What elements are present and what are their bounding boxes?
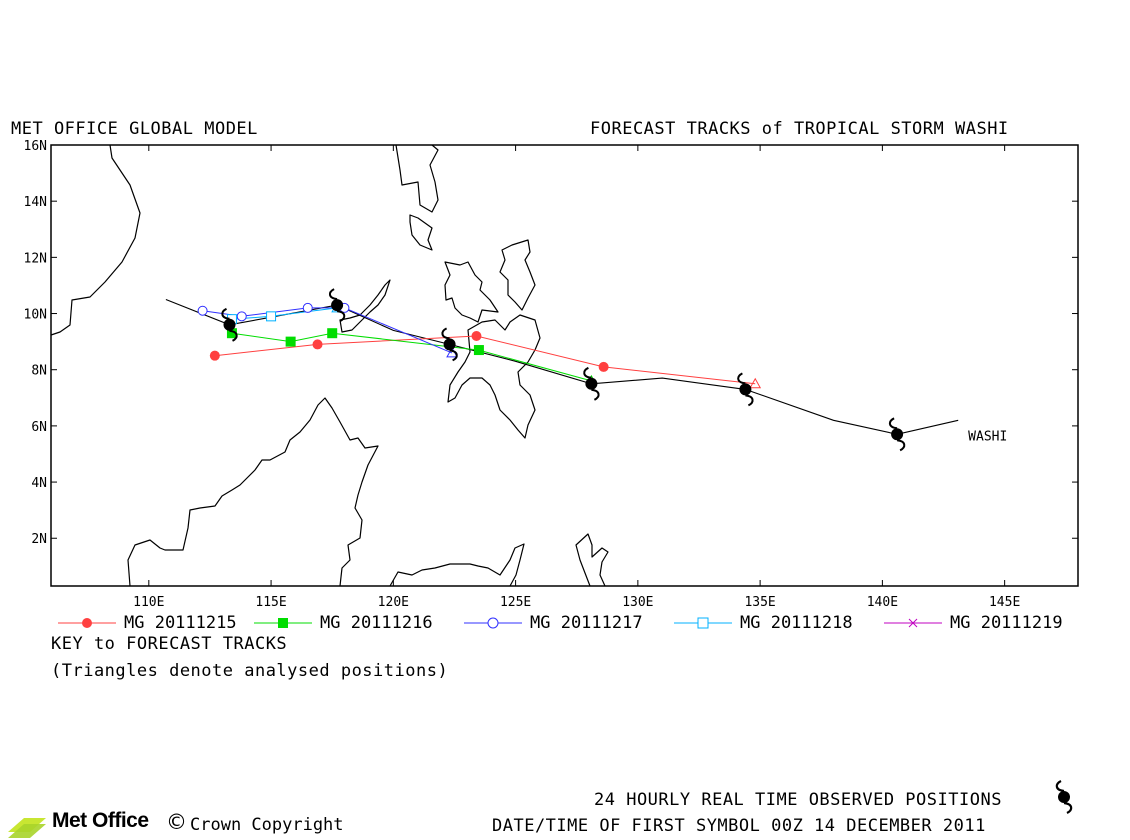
met-office-logo-text: Met Office [52, 809, 149, 832]
forecast-point [598, 361, 609, 372]
legend-label: MG 20111215 [124, 613, 237, 633]
cyclone-symbol-icon [583, 366, 600, 401]
y-tick-label: 16N [24, 139, 47, 154]
coastline [499, 239, 536, 311]
y-tick-label: 4N [31, 476, 47, 491]
legend-label: MG 20111219 [950, 613, 1063, 633]
cyclone-eye [585, 377, 598, 390]
forecast-point [209, 350, 220, 361]
y-tick-label: 2N [31, 532, 47, 547]
y-tick-label: 12N [24, 251, 47, 266]
forecast-point [302, 302, 313, 313]
forecast-point [327, 328, 338, 339]
forecast-point [236, 311, 247, 322]
x-tick-label: 120E [378, 595, 409, 610]
key-title: KEY to FORECAST TRACKS [51, 634, 288, 654]
legend-swatch-open-circle [464, 617, 522, 629]
coastline [395, 144, 439, 213]
axis-ticks: 110E 115E 120E 125E 130E 135E 140E 145E 2N 4N 6N 8N… [24, 139, 1078, 610]
cyclone-eye [223, 318, 236, 331]
cyclone-symbol-icon [737, 372, 754, 407]
cyclone-eye [891, 428, 904, 441]
coastline [339, 279, 391, 333]
cyclone-symbol-icon [888, 417, 906, 452]
legend-swatch-open-square [674, 617, 732, 629]
coastline [575, 533, 609, 587]
cyclone-arm [221, 307, 230, 320]
key-note: (Triangles denote analysed positions) [51, 661, 449, 681]
cyclone-arm [441, 327, 450, 340]
coastline [50, 144, 141, 336]
forecast-point [285, 336, 296, 347]
cyclone-symbol-icon [1055, 780, 1073, 814]
x-tick-label: 140E [867, 595, 898, 610]
y-tick-label: 6N [31, 420, 47, 435]
x-tick-label: 115E [255, 595, 286, 610]
cyclone-arm [591, 388, 600, 401]
cyclone-arm [328, 288, 338, 301]
cyclone-eye [739, 383, 752, 396]
coastline [409, 214, 433, 251]
first-symbol-datetime: DATE/TIME OF FIRST SYMBOL 00Z 14 DECEMBE… [492, 816, 986, 836]
met-office-logo: Met Office © Crown Copyright [6, 808, 366, 838]
coastline [447, 314, 541, 439]
y-tick-label: 14N [24, 195, 47, 210]
coastlines [50, 144, 609, 587]
forecast-point [197, 305, 208, 316]
cyclone-symbol-icon [221, 307, 238, 342]
cyclone-arm [888, 417, 898, 430]
forecast-track-line [214, 335, 756, 385]
y-tick-label: 8N [31, 364, 47, 379]
observed-positions-caption: 24 HOURLY REAL TIME OBSERVED POSITIONS [594, 790, 1002, 810]
x-tick-label: 135E [744, 595, 775, 610]
forecast-point [312, 339, 323, 350]
x-tick-label: 130E [622, 595, 653, 610]
chart-title: FORECAST TRACKS of TROPICAL STORM WASHI [590, 119, 1009, 139]
cyclone-arm [737, 372, 746, 385]
forecast-point [473, 345, 484, 356]
forecast-track-line [231, 307, 338, 320]
cyclone-arm [745, 394, 754, 407]
legend-swatch-cross [884, 618, 942, 628]
cyclone-eye [443, 338, 456, 351]
x-tick-label: 110E [133, 595, 164, 610]
cyclone-arm [583, 366, 592, 379]
forecast-point [266, 311, 277, 322]
coastline [127, 397, 379, 587]
observed-track-line [165, 298, 959, 435]
copyright-text: Crown Copyright [190, 815, 344, 835]
cyclone-arm [449, 349, 458, 362]
legend-label: MG 20111217 [530, 613, 643, 633]
coastline [389, 543, 525, 587]
legend-label: MG 20111216 [320, 613, 433, 633]
x-tick-label: 125E [500, 595, 531, 610]
forecast-point [471, 331, 482, 342]
coastline [444, 261, 499, 323]
storm-name-label: WASHI [968, 429, 1007, 444]
cyclone-arm [229, 329, 238, 342]
forecast-tracks: WASHI [165, 288, 1007, 452]
met-office-logo-icon [8, 818, 46, 838]
cyclone-eye [331, 299, 344, 312]
legend-swatch-filled-square [254, 618, 312, 628]
legend-label: MG 20111218 [740, 613, 853, 633]
legend-swatch-filled-circle [58, 618, 116, 628]
forecast-point [226, 328, 237, 339]
model-title: MET OFFICE GLOBAL MODEL [11, 119, 258, 139]
cyclone-arm [336, 310, 346, 322]
y-tick-label: 10N [24, 308, 47, 323]
cyclone-symbol-icon [441, 327, 458, 362]
cyclone-symbol-icon [328, 288, 346, 322]
plot-frame [50, 144, 1079, 587]
analysed-position-triangle [749, 377, 762, 389]
x-tick-label: 145E [989, 595, 1020, 610]
copyright-symbol: © [166, 810, 187, 834]
cyclone-arm [896, 439, 906, 452]
